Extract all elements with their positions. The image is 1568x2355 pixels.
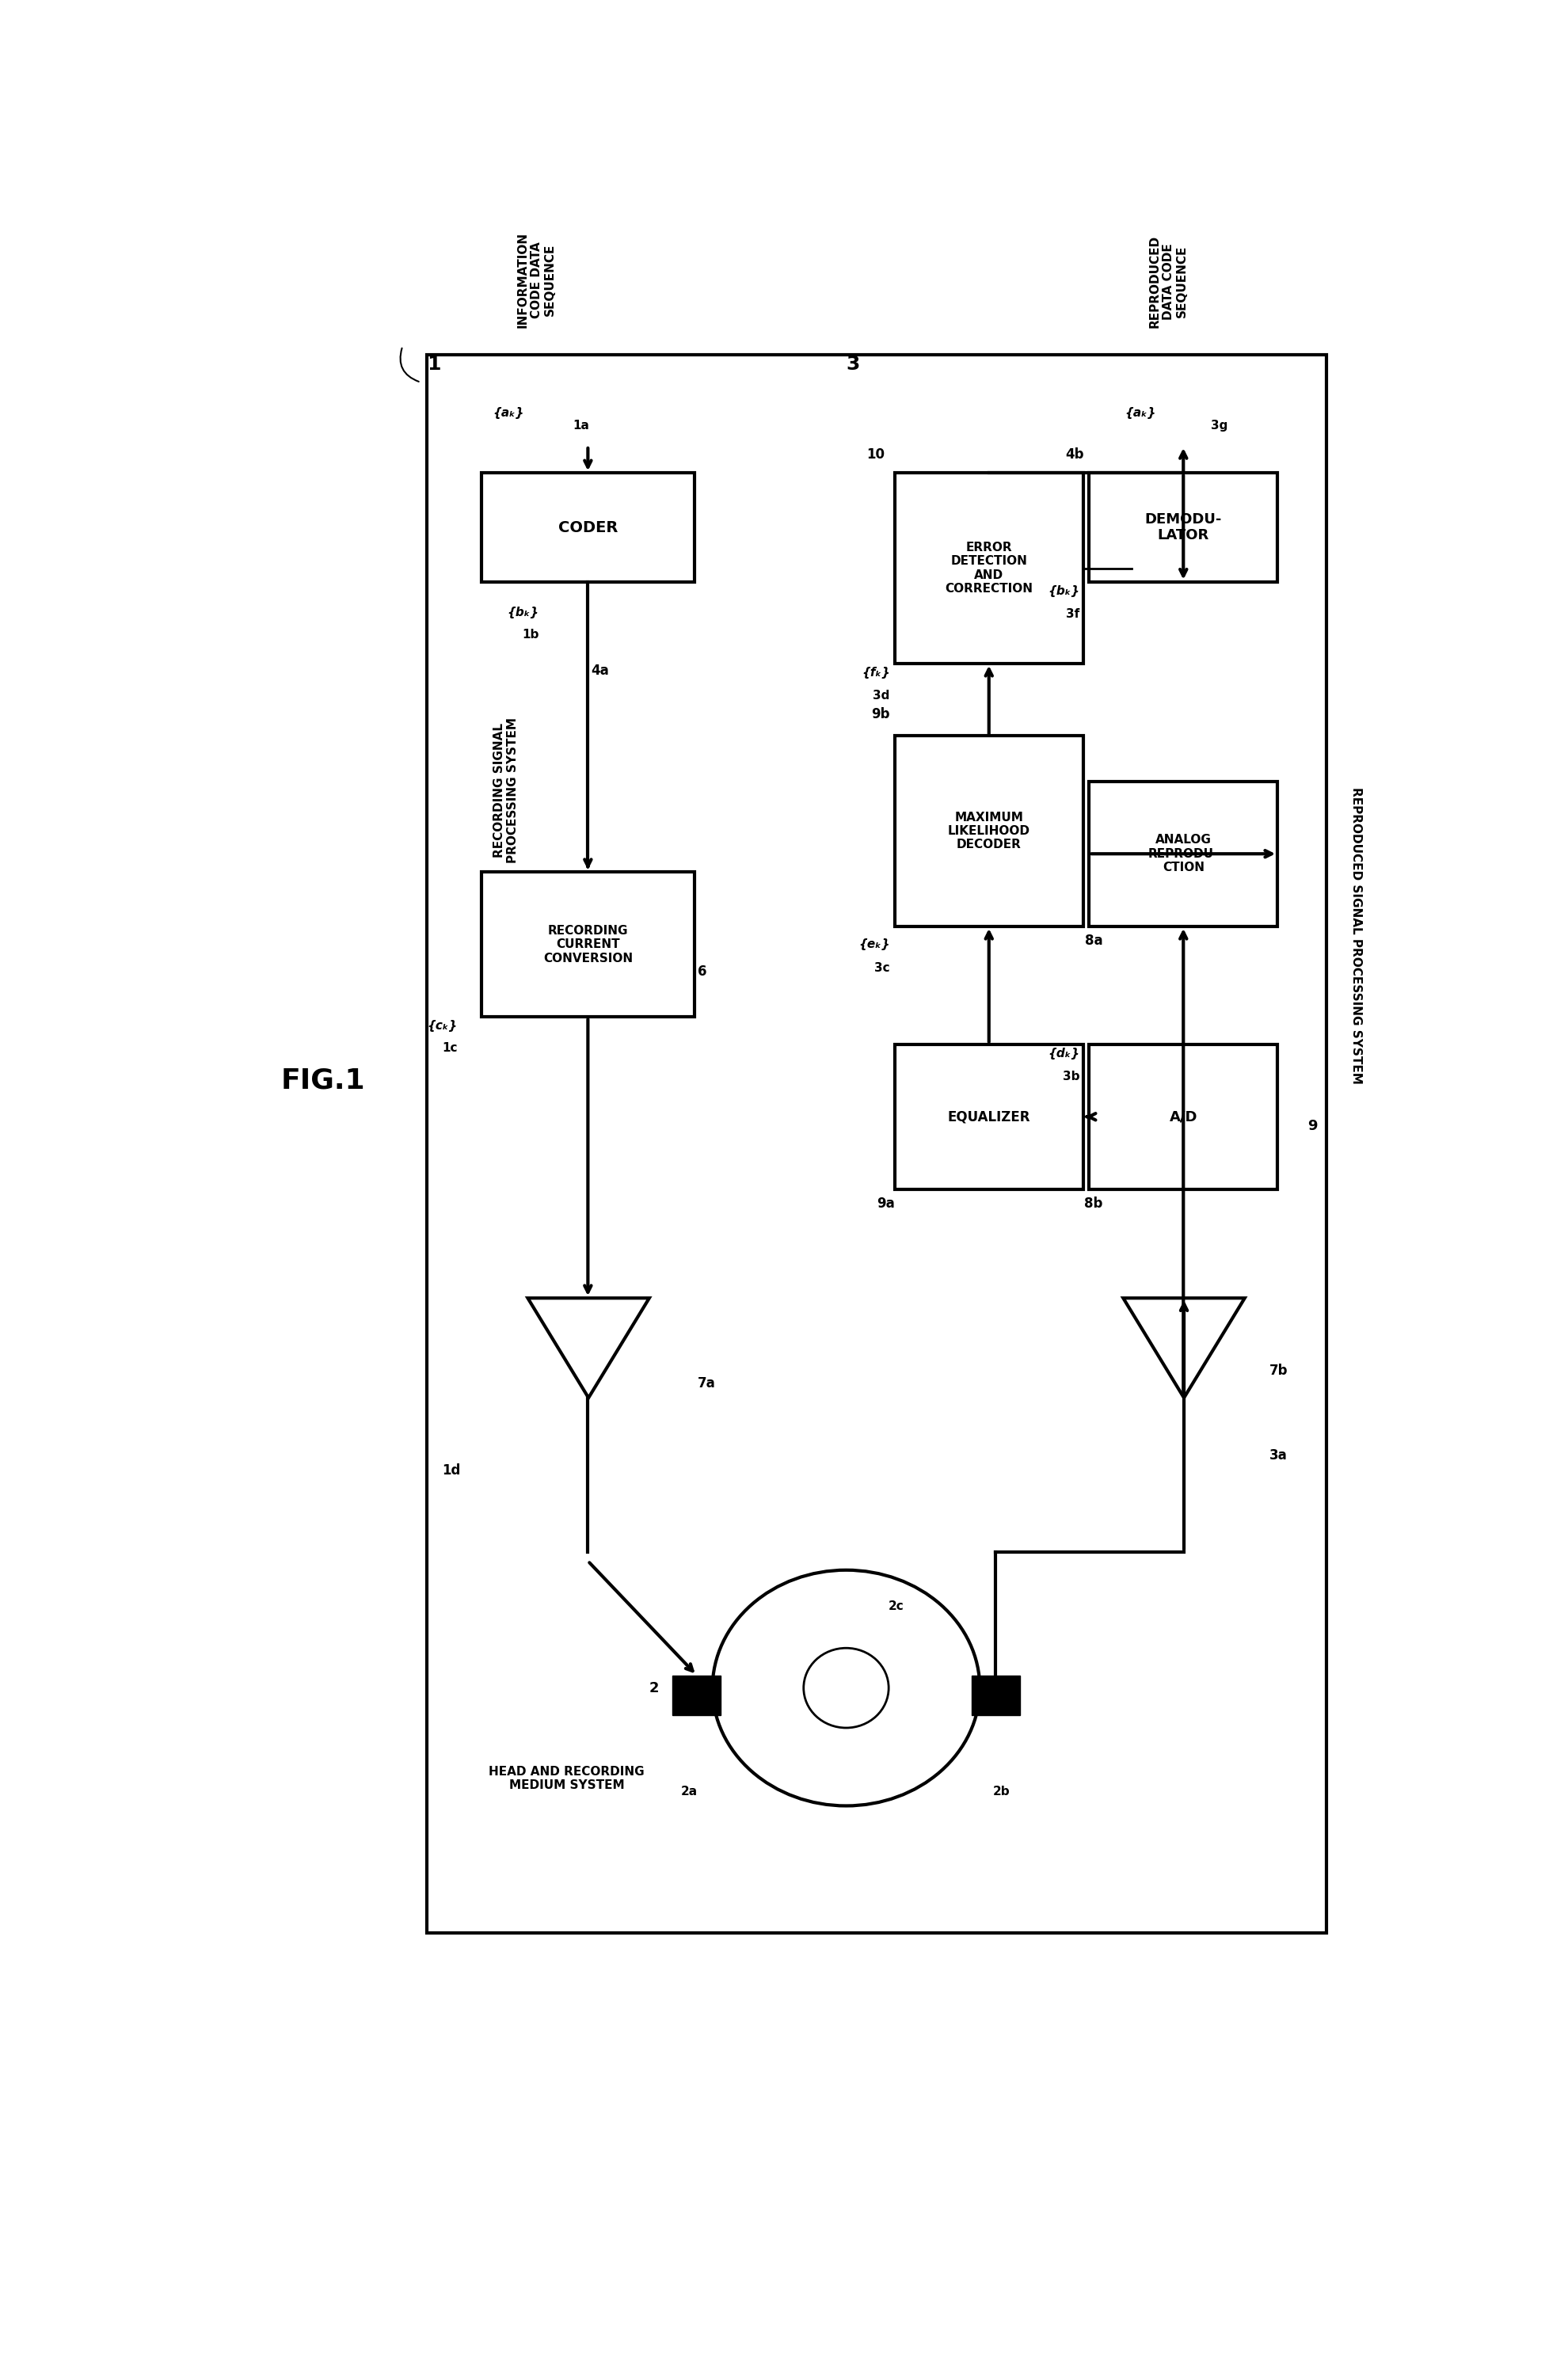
Text: {aₖ}: {aₖ} bbox=[492, 407, 524, 419]
Text: 4a: 4a bbox=[591, 664, 608, 678]
Text: {fₖ}: {fₖ} bbox=[861, 666, 891, 678]
Text: EQUALIZER: EQUALIZER bbox=[947, 1109, 1030, 1123]
Polygon shape bbox=[1123, 1298, 1245, 1399]
Text: RECORDING SIGNAL
PROCESSING SYSTEM: RECORDING SIGNAL PROCESSING SYSTEM bbox=[492, 718, 519, 864]
Text: 7a: 7a bbox=[698, 1375, 717, 1389]
Text: {eₖ}: {eₖ} bbox=[859, 940, 891, 951]
Text: 1b: 1b bbox=[522, 629, 539, 641]
Bar bbox=[895, 737, 1083, 926]
Bar bbox=[895, 1043, 1083, 1189]
Text: {aₖ}: {aₖ} bbox=[1124, 407, 1156, 419]
Bar bbox=[1090, 473, 1278, 582]
Bar bbox=[426, 356, 1327, 1933]
Text: ANALOG
REPRODU-
CTION: ANALOG REPRODU- CTION bbox=[1148, 834, 1218, 874]
Text: 9a: 9a bbox=[877, 1196, 895, 1210]
Text: 10: 10 bbox=[867, 447, 884, 462]
Text: 3d: 3d bbox=[873, 690, 891, 702]
Text: {bₖ}: {bₖ} bbox=[506, 608, 539, 619]
Bar bbox=[1090, 1043, 1278, 1189]
Text: 3f: 3f bbox=[1066, 608, 1079, 619]
Ellipse shape bbox=[712, 1571, 980, 1806]
Text: REPRODUCED SIGNAL PROCESSING SYSTEM: REPRODUCED SIGNAL PROCESSING SYSTEM bbox=[1350, 787, 1363, 1083]
Text: CODER: CODER bbox=[558, 520, 618, 535]
Bar bbox=[895, 473, 1083, 664]
Bar bbox=[1090, 782, 1278, 926]
Text: 1: 1 bbox=[426, 356, 441, 374]
Text: MAXIMUM
LIKELIHOOD
DECODER: MAXIMUM LIKELIHOOD DECODER bbox=[947, 812, 1030, 850]
Text: 1c: 1c bbox=[442, 1041, 458, 1053]
Text: 2: 2 bbox=[649, 1681, 659, 1696]
Text: 3b: 3b bbox=[1063, 1072, 1079, 1083]
Text: 2a: 2a bbox=[681, 1785, 698, 1797]
Text: FIG.1: FIG.1 bbox=[281, 1067, 365, 1095]
Bar bbox=[895, 1008, 1278, 1208]
Text: HEAD AND RECORDING
MEDIUM SYSTEM: HEAD AND RECORDING MEDIUM SYSTEM bbox=[489, 1766, 644, 1792]
Text: 1d: 1d bbox=[442, 1462, 461, 1477]
Text: {bₖ}: {bₖ} bbox=[1047, 584, 1079, 596]
Bar bbox=[673, 1674, 721, 1714]
Text: 2c: 2c bbox=[889, 1601, 905, 1613]
Text: 7b: 7b bbox=[1269, 1364, 1287, 1378]
Text: 4b: 4b bbox=[1066, 447, 1085, 462]
Bar bbox=[481, 473, 695, 582]
Text: INFORMATION
CODE DATA
SEQUENCE: INFORMATION CODE DATA SEQUENCE bbox=[516, 233, 557, 327]
Text: DEMODU-
LATOR: DEMODU- LATOR bbox=[1145, 511, 1221, 542]
Polygon shape bbox=[528, 1298, 649, 1399]
Text: 3g: 3g bbox=[1210, 419, 1228, 431]
Text: 2b: 2b bbox=[993, 1785, 1010, 1797]
Text: 6: 6 bbox=[698, 966, 707, 980]
Text: ERROR
DETECTION
AND
CORRECTION: ERROR DETECTION AND CORRECTION bbox=[946, 542, 1033, 596]
Text: {dₖ}: {dₖ} bbox=[1047, 1048, 1079, 1060]
Text: 9: 9 bbox=[1308, 1119, 1317, 1133]
Text: RECORDING
CURRENT
CONVERSION: RECORDING CURRENT CONVERSION bbox=[543, 926, 633, 963]
Text: 8b: 8b bbox=[1083, 1196, 1102, 1210]
Text: 8a: 8a bbox=[1085, 933, 1102, 949]
Text: A/D: A/D bbox=[1170, 1109, 1198, 1123]
Text: 3a: 3a bbox=[1269, 1448, 1287, 1462]
Text: 1a: 1a bbox=[572, 419, 590, 431]
Text: REPRODUCED
DATA CODE
SEQUENCE: REPRODUCED DATA CODE SEQUENCE bbox=[1148, 236, 1189, 327]
Text: 9b: 9b bbox=[872, 706, 891, 721]
Bar bbox=[481, 871, 695, 1017]
Text: 3c: 3c bbox=[875, 963, 891, 975]
Bar bbox=[426, 1335, 1327, 1933]
Text: 3: 3 bbox=[847, 356, 859, 374]
Bar bbox=[426, 356, 718, 1170]
Text: {cₖ}: {cₖ} bbox=[426, 1020, 458, 1031]
Bar bbox=[971, 1674, 1019, 1714]
